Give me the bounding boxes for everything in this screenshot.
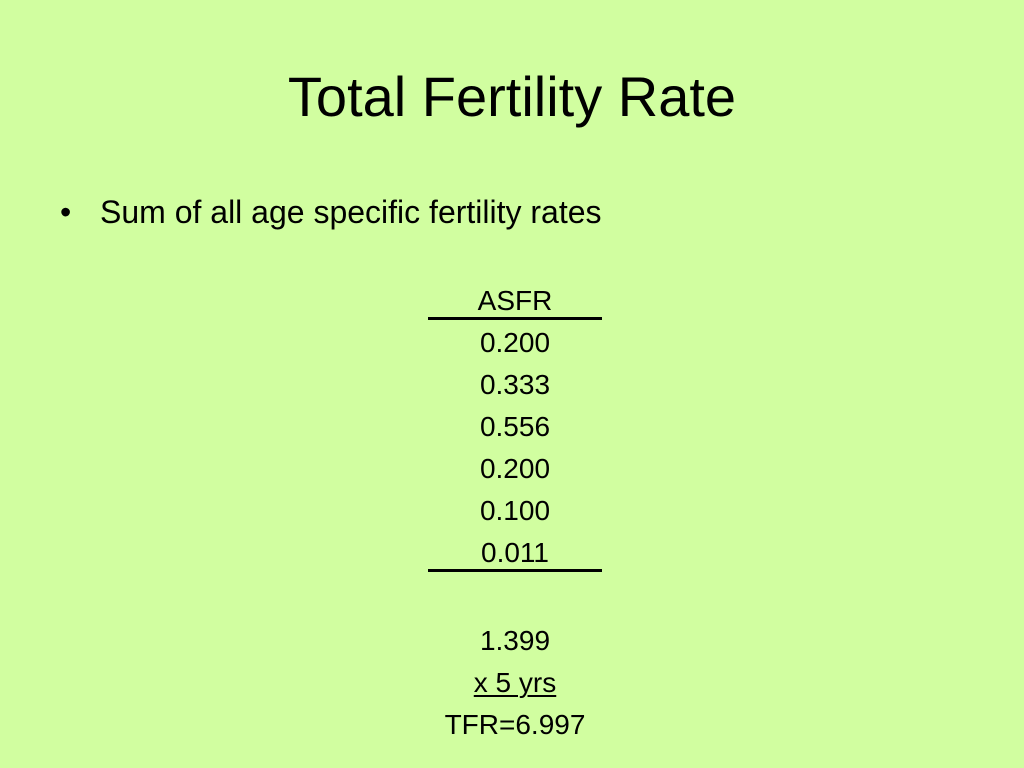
asfr-calculation: ASFR 0.200 0.333 0.556 0.200 0.100 0.011… — [428, 280, 602, 746]
bullet-dot-icon: • — [60, 194, 72, 230]
asfr-value: 0.333 — [479, 369, 551, 400]
asfr-value: 0.200 — [479, 453, 551, 484]
spacer — [428, 572, 602, 620]
sum-divider — [428, 569, 602, 572]
bullet-text: Sum of all age specific fertility rates — [100, 194, 602, 230]
asfr-value: 0.556 — [479, 411, 551, 442]
asfr-value: 0.200 — [479, 327, 551, 358]
slide-title: Total Fertility Rate — [287, 65, 737, 128]
tfr-result: TFR=6.997 — [444, 709, 586, 740]
asfr-sum: 1.399 — [479, 625, 551, 656]
asfr-value: 0.100 — [479, 495, 551, 526]
bullet-item: • Sum of all age specific fertility rate… — [60, 190, 602, 234]
multiplier-text: x 5 yrs — [473, 667, 557, 698]
asfr-value: 0.011 — [481, 537, 549, 568]
header-divider — [428, 317, 602, 320]
asfr-header: ASFR — [477, 285, 553, 316]
